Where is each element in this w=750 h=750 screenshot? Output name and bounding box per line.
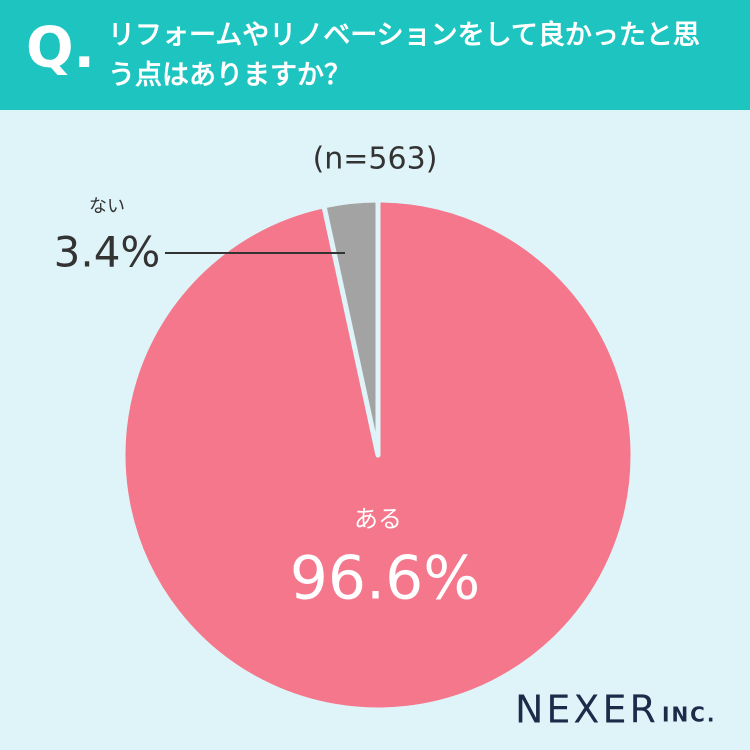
category-label: ない — [89, 196, 125, 217]
value-label: 96.6% — [290, 544, 481, 614]
header: Q. リフォームやリノベーションをして良かったと思う点はありますか？ — [0, 0, 750, 110]
chart-title: リフォームやリノベーションをして良かったと思う点はありますか？ — [108, 20, 700, 91]
value-label: 3.4% — [54, 228, 161, 277]
brand: NEXER — [515, 688, 659, 732]
brand-suffix: INC. — [662, 703, 716, 727]
question-mark: Q. — [26, 16, 95, 81]
category-label: ある — [354, 505, 402, 533]
subtitle: (n=563) — [313, 142, 438, 177]
pie-slice — [321, 197, 381, 458]
